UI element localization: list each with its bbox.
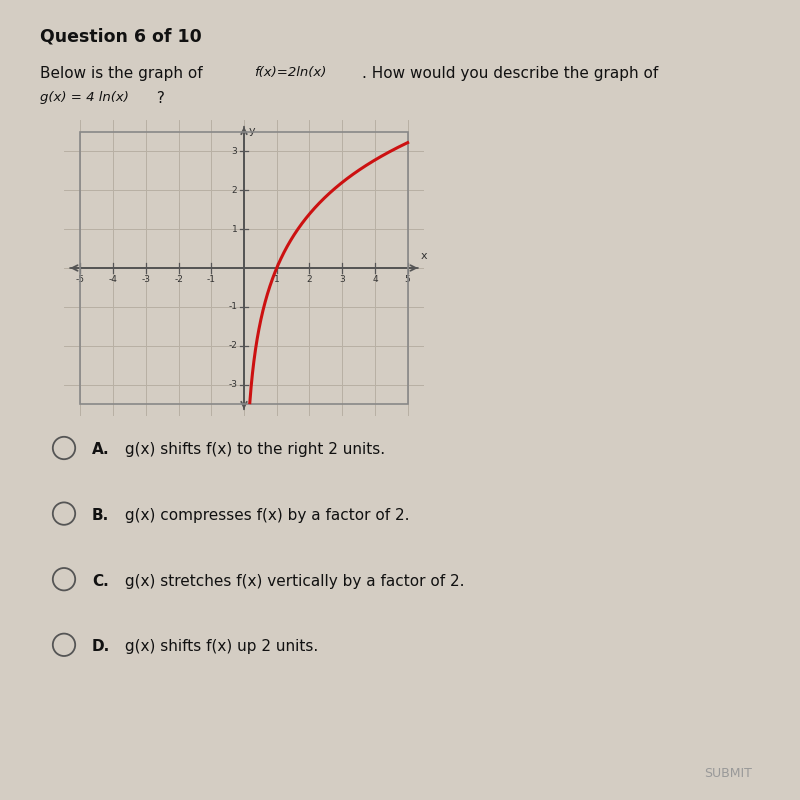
Text: y: y xyxy=(249,126,255,136)
Text: Question 6 of 10: Question 6 of 10 xyxy=(40,28,202,46)
Text: 3: 3 xyxy=(232,146,238,156)
Text: -5: -5 xyxy=(76,274,85,284)
Text: g(x) shifts f(x) up 2 units.: g(x) shifts f(x) up 2 units. xyxy=(120,639,318,654)
Text: 5: 5 xyxy=(405,274,410,284)
Text: 2: 2 xyxy=(232,186,238,194)
Text: SUBMIT: SUBMIT xyxy=(704,767,752,780)
Text: 2: 2 xyxy=(306,274,312,284)
Text: -3: -3 xyxy=(229,380,238,390)
Text: B.: B. xyxy=(92,508,110,523)
Text: g(x) shifts f(x) to the right 2 units.: g(x) shifts f(x) to the right 2 units. xyxy=(120,442,385,458)
Text: g(x) = 4 ln(x): g(x) = 4 ln(x) xyxy=(40,91,129,104)
Text: -2: -2 xyxy=(174,274,183,284)
Text: C.: C. xyxy=(92,574,109,589)
Text: 4: 4 xyxy=(372,274,378,284)
Text: x: x xyxy=(421,251,427,261)
Text: 3: 3 xyxy=(339,274,345,284)
Text: 1: 1 xyxy=(232,225,238,234)
Text: D.: D. xyxy=(92,639,110,654)
Text: A.: A. xyxy=(92,442,110,458)
Text: ?: ? xyxy=(152,91,165,106)
Text: g(x) stretches f(x) vertically by a factor of 2.: g(x) stretches f(x) vertically by a fact… xyxy=(120,574,465,589)
Text: -1: -1 xyxy=(206,274,216,284)
Text: f(x)=2ln(x): f(x)=2ln(x) xyxy=(254,66,326,78)
Text: -3: -3 xyxy=(142,274,150,284)
Text: . How would you describe the graph of: . How would you describe the graph of xyxy=(362,66,658,81)
Text: -1: -1 xyxy=(229,302,238,311)
Text: -2: -2 xyxy=(229,342,238,350)
Text: g(x) compresses f(x) by a factor of 2.: g(x) compresses f(x) by a factor of 2. xyxy=(120,508,410,523)
Text: 1: 1 xyxy=(274,274,280,284)
Text: Below is the graph of: Below is the graph of xyxy=(40,66,207,81)
Text: -4: -4 xyxy=(109,274,118,284)
